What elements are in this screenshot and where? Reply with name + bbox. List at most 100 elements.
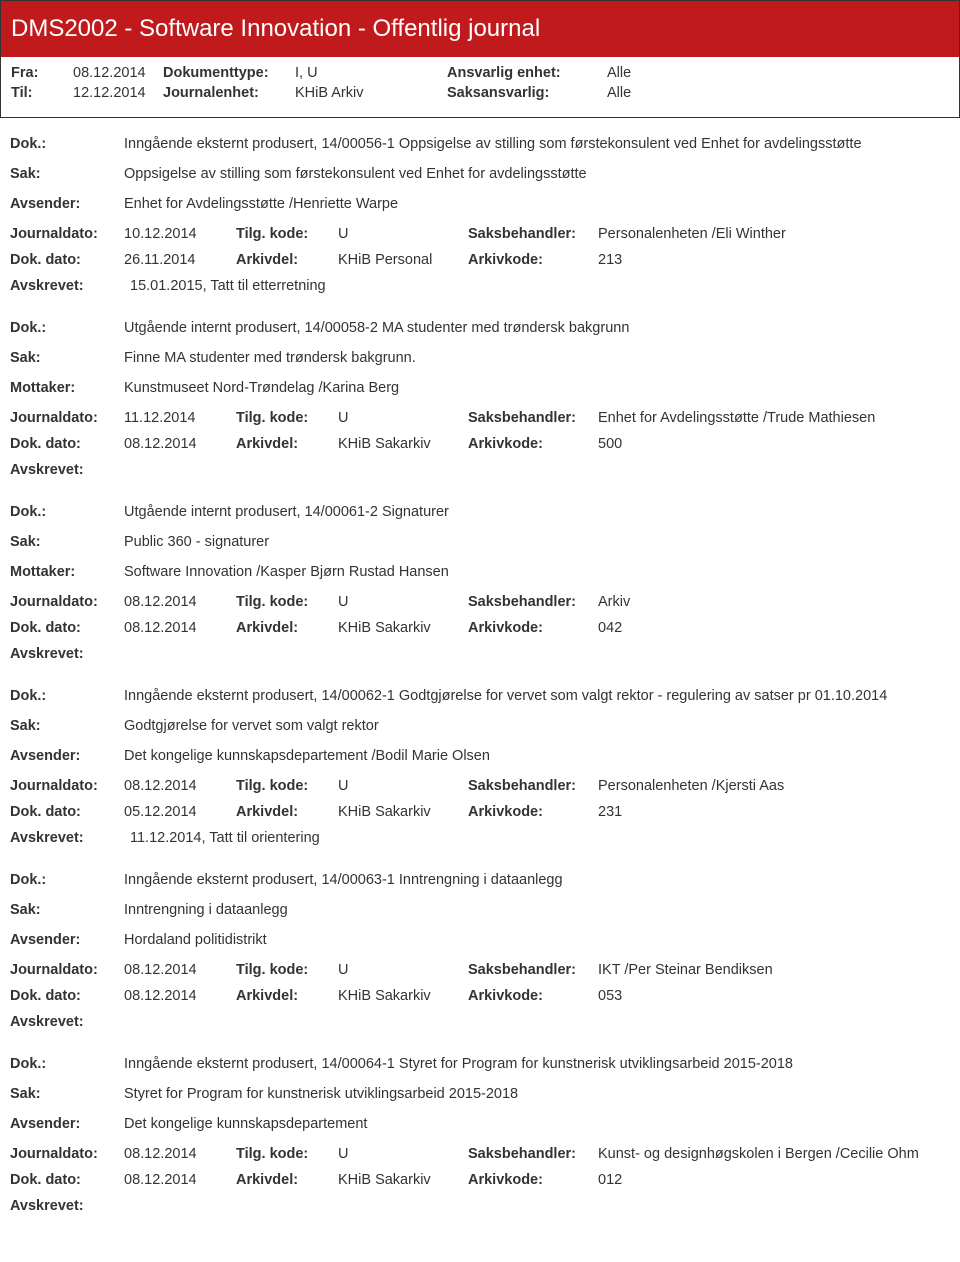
dok-value: Inngående eksternt produsert, 14/00063-1…	[124, 872, 950, 888]
sak-label: Sak:	[10, 1086, 124, 1102]
dokdato-value: 05.12.2014	[124, 804, 236, 820]
saksansvarlig-value: Alle	[607, 85, 949, 101]
saksbehandler-value: IKT /Per Steinar Bendiksen	[598, 962, 950, 978]
til-value: 12.12.2014	[73, 85, 163, 101]
sak-value: Godtgjørelse for vervet som valgt rektor	[124, 718, 950, 734]
arkivdel-label: Arkivdel:	[236, 252, 338, 268]
journaldato-value: 08.12.2014	[124, 1146, 236, 1162]
saksbehandler-value: Enhet for Avdelingsstøtte /Trude Mathies…	[598, 410, 950, 426]
journal-entry: Dok.:Inngående eksternt produsert, 14/00…	[10, 118, 950, 294]
page-header: DMS2002 - Software Innovation - Offentli…	[0, 0, 960, 57]
journaldato-label: Journaldato:	[10, 594, 124, 610]
dokdato-label: Dok. dato:	[10, 436, 124, 452]
arkivkode-label: Arkivkode:	[468, 620, 598, 636]
party-label: Avsender:	[10, 748, 124, 764]
party-label: Avsender:	[10, 1116, 124, 1132]
journalenhet-value: KHiB Arkiv	[295, 85, 447, 101]
journaldato-value: 08.12.2014	[124, 962, 236, 978]
avskrevet-label: Avskrevet:	[10, 1014, 130, 1030]
tilgkode-value: U	[338, 962, 468, 978]
dok-value: Inngående eksternt produsert, 14/00064-1…	[124, 1056, 950, 1072]
dok-label: Dok.:	[10, 504, 124, 520]
arkivkode-label: Arkivkode:	[468, 804, 598, 820]
journaldato-label: Journaldato:	[10, 410, 124, 426]
journaldato-label: Journaldato:	[10, 226, 124, 242]
journal-entry: Dok.:Inngående eksternt produsert, 14/00…	[10, 1038, 950, 1214]
tilgkode-label: Tilg. kode:	[236, 594, 338, 610]
sak-label: Sak:	[10, 718, 124, 734]
fra-value: 08.12.2014	[73, 65, 163, 81]
journaldato-value: 08.12.2014	[124, 594, 236, 610]
arkivkode-value: 231	[598, 804, 950, 820]
page-title: DMS2002 - Software Innovation - Offentli…	[11, 15, 540, 42]
dokdato-label: Dok. dato:	[10, 1172, 124, 1188]
tilgkode-value: U	[338, 1146, 468, 1162]
dok-value: Inngående eksternt produsert, 14/00056-1…	[124, 136, 950, 152]
arkivdel-value: KHiB Sakarkiv	[338, 804, 468, 820]
saksbehandler-value: Personalenheten /Eli Winther	[598, 226, 950, 242]
arkivdel-label: Arkivdel:	[236, 804, 338, 820]
doktype-label: Dokumenttype:	[163, 65, 295, 81]
saksbehandler-label: Saksbehandler:	[468, 226, 598, 242]
sak-value: Public 360 - signaturer	[124, 534, 950, 550]
party-value: Det kongelige kunnskapsdepartement /Bodi…	[124, 748, 950, 764]
dok-label: Dok.:	[10, 1056, 124, 1072]
tilgkode-label: Tilg. kode:	[236, 962, 338, 978]
journal-entry: Dok.:Inngående eksternt produsert, 14/00…	[10, 854, 950, 1030]
journal-entry: Dok.:Utgående internt produsert, 14/0005…	[10, 302, 950, 478]
saksbehandler-label: Saksbehandler:	[468, 594, 598, 610]
saksbehandler-label: Saksbehandler:	[468, 778, 598, 794]
arkivdel-value: KHiB Sakarkiv	[338, 620, 468, 636]
arkivkode-value: 500	[598, 436, 950, 452]
arkivkode-value: 012	[598, 1172, 950, 1188]
dok-value: Utgående internt produsert, 14/00061-2 S…	[124, 504, 950, 520]
tilgkode-value: U	[338, 594, 468, 610]
party-value: Enhet for Avdelingsstøtte /Henriette War…	[124, 196, 950, 212]
dokdato-label: Dok. dato:	[10, 804, 124, 820]
tilgkode-label: Tilg. kode:	[236, 778, 338, 794]
arkivkode-label: Arkivkode:	[468, 252, 598, 268]
journal-entry: Dok.:Utgående internt produsert, 14/0006…	[10, 486, 950, 662]
sak-label: Sak:	[10, 534, 124, 550]
saksbehandler-value: Kunst- og designhøgskolen i Bergen /Ceci…	[598, 1146, 950, 1162]
sak-label: Sak:	[10, 350, 124, 366]
avskrevet-label: Avskrevet:	[10, 1198, 130, 1214]
avskrevet-label: Avskrevet:	[10, 462, 130, 478]
dok-value: Utgående internt produsert, 14/00058-2 M…	[124, 320, 950, 336]
tilgkode-value: U	[338, 778, 468, 794]
tilgkode-label: Tilg. kode:	[236, 410, 338, 426]
sak-value: Oppsigelse av stilling som førstekonsule…	[124, 166, 950, 182]
arkivdel-label: Arkivdel:	[236, 436, 338, 452]
arkivkode-value: 042	[598, 620, 950, 636]
saksbehandler-label: Saksbehandler:	[468, 410, 598, 426]
fra-label: Fra:	[11, 65, 73, 81]
journaldato-label: Journaldato:	[10, 1146, 124, 1162]
tilgkode-label: Tilg. kode:	[236, 226, 338, 242]
party-value: Det kongelige kunnskapsdepartement	[124, 1116, 950, 1132]
saksansvarlig-label: Saksansvarlig:	[447, 85, 607, 101]
avskrevet-value	[130, 646, 950, 662]
party-value: Hordaland politidistrikt	[124, 932, 950, 948]
saksbehandler-label: Saksbehandler:	[468, 962, 598, 978]
arkivdel-label: Arkivdel:	[236, 988, 338, 1004]
saksbehandler-label: Saksbehandler:	[468, 1146, 598, 1162]
dok-label: Dok.:	[10, 688, 124, 704]
sak-label: Sak:	[10, 902, 124, 918]
avskrevet-value: 15.01.2015, Tatt til etterretning	[130, 278, 950, 294]
arkivkode-label: Arkivkode:	[468, 436, 598, 452]
dokdato-value: 08.12.2014	[124, 988, 236, 1004]
journaldato-label: Journaldato:	[10, 778, 124, 794]
avskrevet-value	[130, 1198, 950, 1214]
sak-value: Inntrengning i dataanlegg	[124, 902, 950, 918]
avskrevet-label: Avskrevet:	[10, 278, 130, 294]
party-value: Kunstmuseet Nord-Trøndelag /Karina Berg	[124, 380, 950, 396]
journaldato-value: 10.12.2014	[124, 226, 236, 242]
dokdato-label: Dok. dato:	[10, 252, 124, 268]
arkivdel-value: KHiB Sakarkiv	[338, 436, 468, 452]
sak-value: Styret for Program for kunstnerisk utvik…	[124, 1086, 950, 1102]
avskrevet-value: 11.12.2014, Tatt til orientering	[130, 830, 950, 846]
journal-entry: Dok.:Inngående eksternt produsert, 14/00…	[10, 670, 950, 846]
dokdato-value: 08.12.2014	[124, 436, 236, 452]
arkivdel-label: Arkivdel:	[236, 1172, 338, 1188]
dok-label: Dok.:	[10, 320, 124, 336]
